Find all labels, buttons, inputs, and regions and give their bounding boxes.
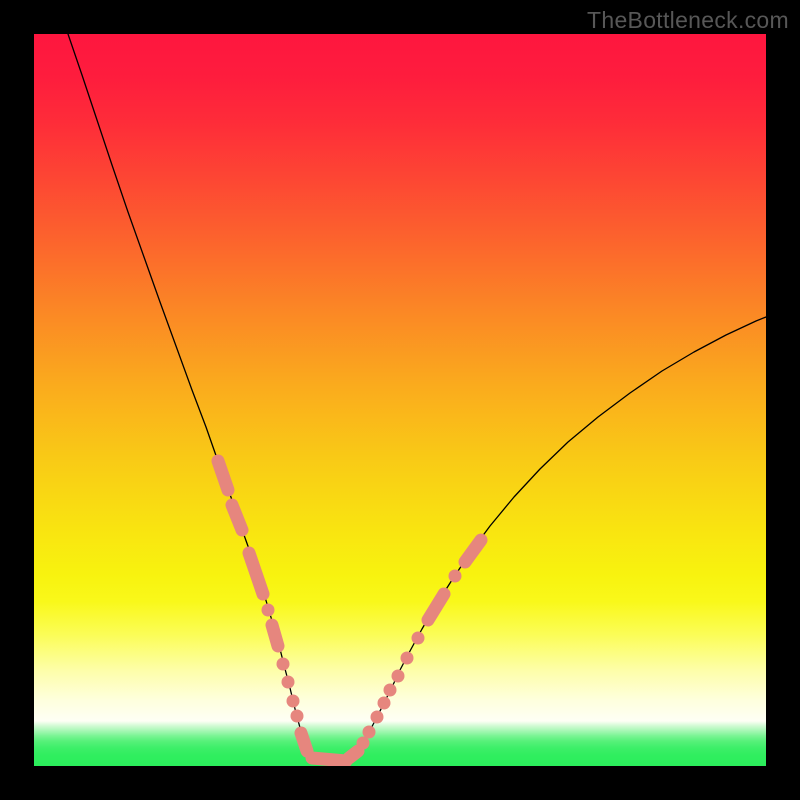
marker-capsule xyxy=(349,751,358,758)
marker-dot xyxy=(363,726,376,739)
marker-dot xyxy=(282,676,295,689)
chart-svg xyxy=(0,0,800,800)
marker-dot xyxy=(287,695,300,708)
watermark-text: TheBottleneck.com xyxy=(587,7,789,34)
marker-dot xyxy=(277,658,290,671)
marker-dot xyxy=(412,632,425,645)
marker-dot xyxy=(449,570,462,583)
marker-dot xyxy=(378,697,391,710)
plot-gradient-rect xyxy=(34,34,766,766)
marker-dot xyxy=(392,670,405,683)
marker-dot xyxy=(371,711,384,724)
marker-capsule xyxy=(232,505,242,530)
marker-dot xyxy=(384,684,397,697)
chart-container: TheBottleneck.com xyxy=(0,0,800,800)
marker-dot xyxy=(401,652,414,665)
marker-dot xyxy=(357,737,370,750)
marker-capsule xyxy=(272,625,278,646)
marker-dot xyxy=(262,604,275,617)
marker-capsule xyxy=(312,758,346,761)
marker-capsule xyxy=(301,733,307,751)
marker-dot xyxy=(291,710,304,723)
